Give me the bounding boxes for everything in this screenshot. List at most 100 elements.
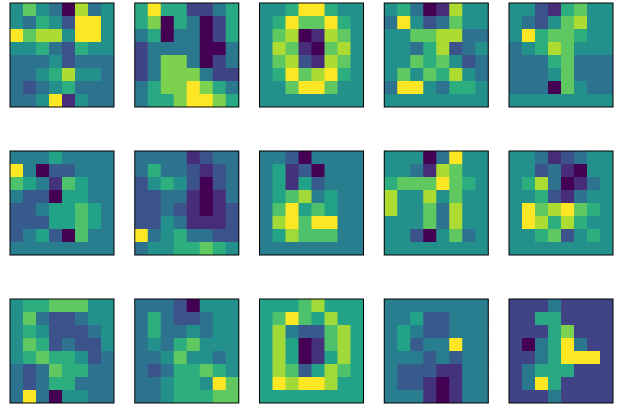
panel-frame <box>259 150 364 256</box>
heatmap-cell <box>350 338 364 352</box>
heatmap-cell <box>462 229 476 243</box>
heatmap-cell <box>337 29 351 43</box>
heatmap-cell <box>509 390 523 404</box>
panel-frame <box>9 298 115 404</box>
heatmap-cell <box>397 338 411 352</box>
heatmap-cell <box>561 3 575 17</box>
heatmap-cell <box>436 364 450 378</box>
panel-frame <box>134 298 240 404</box>
heatmap-cell <box>600 338 614 352</box>
heatmap-cell <box>62 190 76 204</box>
heatmap-cell <box>186 68 201 82</box>
heatmap-cell <box>147 312 162 326</box>
heatmap-cell <box>548 68 562 82</box>
heatmap-cell <box>561 94 575 108</box>
heatmap-cell <box>62 3 76 17</box>
heatmap-cell <box>561 68 575 82</box>
heatmap-cell <box>259 299 273 313</box>
heatmap-cell <box>397 325 411 339</box>
heatmap-cell <box>225 16 240 30</box>
heatmap-cell <box>311 42 325 56</box>
heatmap-cell <box>225 338 240 352</box>
heatmap-cell <box>462 42 476 56</box>
heatmap-cell <box>548 94 562 108</box>
heatmap-cell <box>600 377 614 391</box>
heatmap-cell <box>272 312 286 326</box>
heatmap-cell <box>475 390 489 404</box>
heatmap-cell <box>272 299 286 313</box>
heatmap-cell <box>101 229 115 243</box>
heatmap-cell <box>212 68 227 82</box>
heatmap-cell <box>397 55 411 69</box>
heatmap-panel <box>9 298 115 404</box>
heatmap-cell <box>509 351 523 365</box>
heatmap-cell <box>62 151 76 165</box>
heatmap-cell <box>298 94 312 108</box>
heatmap-cell <box>384 177 398 191</box>
heatmap-cell <box>10 351 24 365</box>
heatmap-cell <box>259 216 273 230</box>
heatmap-cell <box>62 16 76 30</box>
heatmap-cell <box>285 364 299 378</box>
heatmap-cell <box>101 312 115 326</box>
heatmap-cell <box>436 325 450 339</box>
heatmap-panel <box>383 2 489 108</box>
heatmap-cell <box>147 164 162 178</box>
heatmap-cell <box>535 242 549 256</box>
heatmap-cell <box>49 190 63 204</box>
heatmap-cell <box>75 16 89 30</box>
heatmap-cell <box>36 81 50 95</box>
heatmap-cell <box>561 351 575 365</box>
heatmap-cell <box>173 68 188 82</box>
heatmap-cell <box>259 16 273 30</box>
heatmap-cell <box>75 68 89 82</box>
heatmap-cell <box>134 229 149 243</box>
heatmap-cell <box>384 364 398 378</box>
heatmap-cell <box>23 203 37 217</box>
heatmap-cell <box>75 242 89 256</box>
heatmap-cell <box>173 338 188 352</box>
heatmap-cell <box>423 325 437 339</box>
heatmap-cell <box>62 229 76 243</box>
heatmap-cell <box>423 16 437 30</box>
heatmap-cell <box>423 190 437 204</box>
heatmap-cell <box>574 312 588 326</box>
heatmap-cell <box>199 42 214 56</box>
heatmap-cell <box>337 42 351 56</box>
heatmap-cell <box>384 229 398 243</box>
heatmap-cell <box>298 338 312 352</box>
heatmap-cell <box>101 94 115 108</box>
heatmap-cell <box>101 164 115 178</box>
heatmap-cell <box>23 55 37 69</box>
heatmap-cell <box>259 94 273 108</box>
heatmap-cell <box>101 151 115 165</box>
heatmap-cell <box>587 325 601 339</box>
heatmap-cell <box>101 190 115 204</box>
heatmap-cell <box>397 3 411 17</box>
heatmap-cell <box>10 151 24 165</box>
heatmap-cell <box>509 229 523 243</box>
heatmap-cell <box>462 338 476 352</box>
heatmap-cell <box>397 16 411 30</box>
heatmap-cell <box>62 312 76 326</box>
heatmap-panel <box>9 150 115 256</box>
heatmap-cell <box>600 216 614 230</box>
heatmap-cell <box>147 299 162 313</box>
heatmap-cell <box>311 203 325 217</box>
heatmap-cell <box>88 364 102 378</box>
heatmap-cell <box>101 3 115 17</box>
heatmap-cell <box>449 390 463 404</box>
heatmap-cell <box>509 42 523 56</box>
heatmap-cell <box>147 151 162 165</box>
heatmap-cell <box>324 81 338 95</box>
heatmap-cell <box>535 351 549 365</box>
heatmap-cell <box>337 190 351 204</box>
heatmap-cell <box>397 312 411 326</box>
heatmap-cell <box>587 94 601 108</box>
heatmap-cell <box>462 94 476 108</box>
heatmap-cell <box>436 16 450 30</box>
heatmap-cell <box>436 177 450 191</box>
heatmap-cell <box>449 325 463 339</box>
heatmap-cell <box>160 3 175 17</box>
heatmap-cell <box>561 325 575 339</box>
